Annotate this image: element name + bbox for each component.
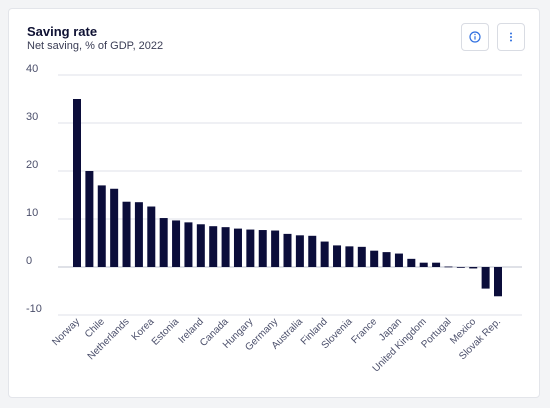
bar[interactable] bbox=[209, 226, 218, 267]
bar[interactable] bbox=[295, 235, 304, 267]
bar[interactable] bbox=[419, 262, 428, 267]
y-tick-label: 10 bbox=[26, 207, 38, 219]
bar[interactable] bbox=[382, 252, 391, 267]
bar[interactable] bbox=[196, 224, 205, 267]
more-options-button[interactable] bbox=[497, 23, 525, 51]
bar[interactable] bbox=[345, 246, 354, 267]
bar[interactable] bbox=[97, 185, 106, 267]
bar[interactable] bbox=[271, 230, 280, 267]
bar[interactable] bbox=[246, 229, 255, 267]
bar[interactable] bbox=[370, 250, 379, 267]
bar[interactable] bbox=[73, 99, 81, 267]
bar[interactable] bbox=[122, 201, 131, 267]
bar[interactable] bbox=[221, 227, 230, 267]
chart-card: Saving rate Net saving, % of GDP, 2022 bbox=[8, 8, 540, 398]
bar[interactable] bbox=[494, 267, 502, 297]
bar[interactable] bbox=[184, 222, 193, 267]
bar[interactable] bbox=[357, 246, 366, 267]
bar[interactable] bbox=[233, 228, 242, 267]
bar[interactable] bbox=[333, 245, 342, 267]
bar[interactable] bbox=[172, 220, 181, 267]
info-icon bbox=[469, 31, 481, 43]
bar[interactable] bbox=[469, 267, 478, 269]
y-tick-label: 40 bbox=[26, 63, 38, 75]
bar[interactable] bbox=[159, 218, 168, 267]
x-tick-label: Norway bbox=[50, 316, 82, 348]
bar[interactable] bbox=[258, 230, 267, 267]
bar[interactable] bbox=[85, 171, 94, 267]
chart-title: Saving rate bbox=[27, 24, 98, 39]
bar[interactable] bbox=[308, 235, 317, 267]
chart-subtitle: Net saving, % of GDP, 2022 bbox=[27, 40, 164, 52]
bar[interactable] bbox=[320, 241, 329, 267]
bar[interactable] bbox=[134, 202, 143, 267]
bar[interactable] bbox=[283, 233, 292, 267]
x-tick-label: France bbox=[350, 316, 380, 346]
bar[interactable] bbox=[394, 253, 403, 267]
info-button[interactable] bbox=[461, 23, 489, 51]
bar[interactable] bbox=[444, 266, 453, 268]
y-tick-label: 30 bbox=[26, 111, 38, 123]
y-tick-label: -10 bbox=[26, 303, 42, 315]
bar[interactable] bbox=[481, 267, 490, 289]
x-tick-label: Estonia bbox=[150, 316, 182, 348]
bar[interactable] bbox=[407, 258, 416, 267]
bar[interactable] bbox=[456, 267, 465, 268]
bar[interactable] bbox=[432, 262, 441, 267]
y-tick-label: 20 bbox=[26, 159, 38, 171]
y-tick-label: 0 bbox=[26, 255, 32, 267]
bar[interactable] bbox=[110, 188, 119, 267]
bar[interactable] bbox=[147, 206, 156, 267]
more-vertical-icon bbox=[510, 32, 512, 42]
